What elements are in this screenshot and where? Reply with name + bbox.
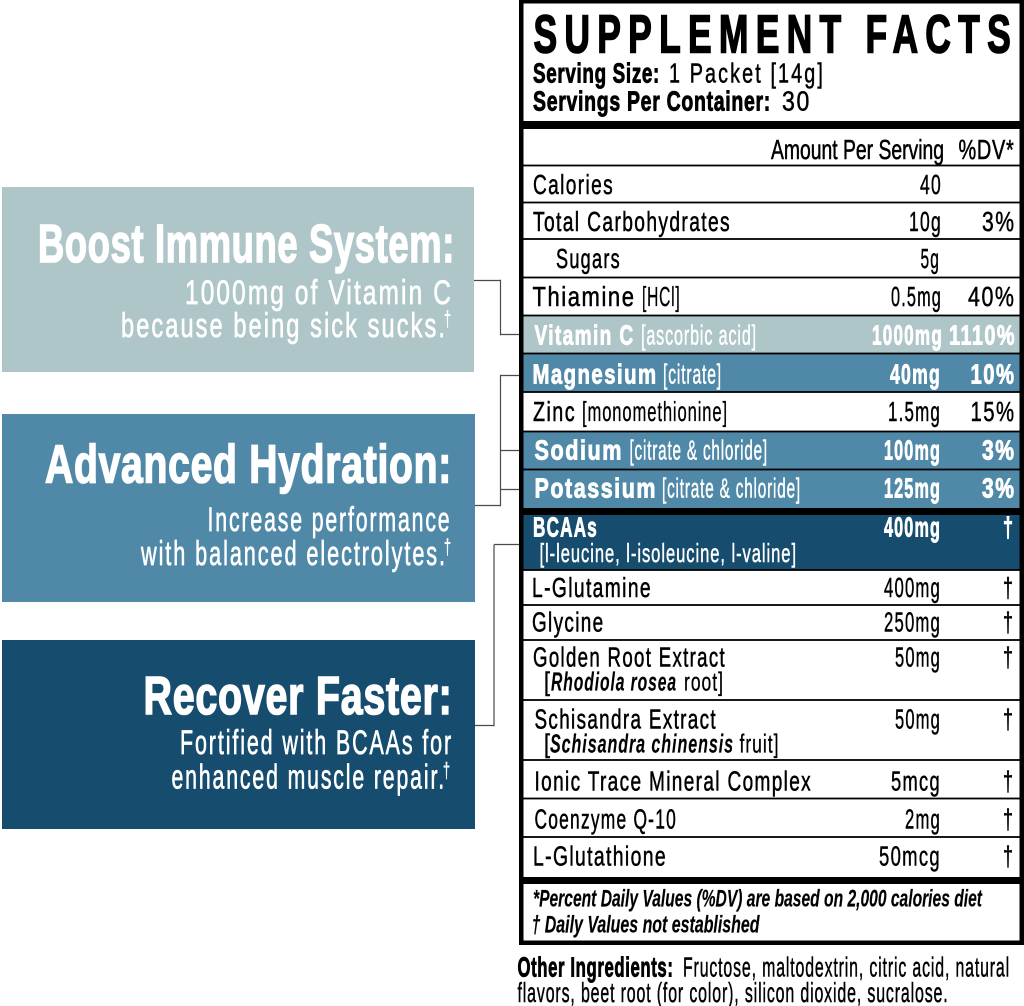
svg-text:†: † — [1003, 607, 1013, 638]
svg-text:100mg: 100mg — [884, 435, 941, 466]
svg-text:1000mg: 1000mg — [872, 320, 943, 351]
svg-text:†: † — [1003, 704, 1013, 735]
svg-text:BCAAs: BCAAs — [533, 512, 598, 543]
svg-text:3%: 3% — [982, 473, 1016, 504]
svg-text:[monomethionine]: [monomethionine] — [582, 396, 728, 427]
svg-text:† Daily Values not established: † Daily Values not established — [532, 912, 761, 939]
svg-text:root]: root] — [684, 667, 724, 697]
svg-text:Schisandra Extract: Schisandra Extract — [535, 704, 718, 735]
svg-text:125mg: 125mg — [884, 473, 941, 504]
svg-text:Schisandra chinensis: Schisandra chinensis — [550, 729, 734, 759]
svg-text:2mg: 2mg — [905, 804, 941, 835]
svg-text:L-Glutathione: L-Glutathione — [533, 841, 667, 872]
svg-text:10%: 10% — [971, 359, 1016, 390]
svg-text:1 Packet [14g]: 1 Packet [14g] — [669, 58, 825, 89]
svg-text:Calories: Calories — [533, 169, 614, 200]
svg-text:[citrate]: [citrate] — [663, 359, 722, 390]
svg-text:[: [ — [544, 667, 551, 697]
svg-text:10g: 10g — [909, 206, 942, 237]
svg-text:Potassium: Potassium — [535, 473, 658, 504]
svg-text:SUPPLEMENT FACTS: SUPPLEMENT FACTS — [534, 5, 1019, 65]
svg-text:[HCl]: [HCl] — [642, 281, 681, 312]
svg-text:Recover Faster:: Recover Faster: — [144, 666, 453, 726]
svg-text:†: † — [1003, 512, 1013, 543]
svg-text:50mg: 50mg — [895, 704, 941, 735]
svg-text:[ascorbic acid]: [ascorbic acid] — [641, 320, 757, 351]
svg-text:Servings Per Container:: Servings Per Container: — [533, 86, 771, 117]
svg-text:0.5mg: 0.5mg — [891, 281, 942, 312]
svg-text:Rhodiola rosea: Rhodiola rosea — [551, 667, 677, 697]
svg-text:with balanced electrolytes.: with balanced electrolytes. — [140, 535, 447, 573]
svg-text:flavors, beet root (for color): flavors, beet root (for color), silicon … — [518, 977, 949, 1006]
svg-text:1.5mg: 1.5mg — [888, 396, 941, 427]
svg-text:40%: 40% — [968, 281, 1016, 312]
svg-text:%DV*: %DV* — [959, 134, 1015, 165]
svg-text:400mg: 400mg — [884, 512, 941, 543]
svg-text:400mg: 400mg — [884, 572, 941, 603]
svg-text:[citrate & chloride]: [citrate & chloride] — [662, 473, 801, 504]
svg-text:5g: 5g — [921, 243, 941, 274]
svg-text:40: 40 — [920, 169, 942, 200]
svg-text:40mg: 40mg — [890, 359, 941, 390]
svg-text:†: † — [1003, 804, 1013, 835]
svg-text:Fructose, maltodextrin, citric: Fructose, maltodextrin, citric acid, nat… — [683, 952, 1010, 983]
svg-text:Ionic Trace Mineral Complex: Ionic Trace Mineral Complex — [535, 766, 813, 797]
svg-text:1000mg of Vitamin C: 1000mg of Vitamin C — [185, 274, 453, 312]
svg-text:Golden Root Extract: Golden Root Extract — [533, 642, 726, 673]
svg-text:Total Carbohydrates: Total Carbohydrates — [533, 206, 731, 237]
svg-text:Increase performance: Increase performance — [208, 501, 452, 539]
svg-text:†: † — [1003, 572, 1013, 603]
svg-text:†: † — [443, 760, 450, 783]
svg-text:†: † — [444, 536, 451, 559]
svg-text:Glycine: Glycine — [532, 607, 605, 638]
svg-text:Magnesium: Magnesium — [533, 359, 658, 390]
svg-text:[l-leucine, l-isoleucine, l-va: [l-leucine, l-isoleucine, l-valine] — [540, 538, 798, 568]
svg-text:Vitamin C: Vitamin C — [535, 320, 635, 351]
svg-text:†: † — [1003, 766, 1013, 797]
svg-text:Zinc: Zinc — [533, 396, 576, 427]
svg-text:3%: 3% — [982, 206, 1016, 237]
svg-text:5mcg: 5mcg — [891, 766, 941, 797]
svg-text:Thiamine: Thiamine — [533, 281, 636, 312]
svg-text:Fortified with BCAAs for: Fortified with BCAAs for — [180, 724, 453, 762]
svg-text:Serving Size:: Serving Size: — [533, 58, 660, 89]
svg-text:Coenzyme Q-10: Coenzyme Q-10 — [535, 804, 678, 835]
svg-text:3%: 3% — [982, 435, 1016, 466]
svg-text:Other Ingredients:: Other Ingredients: — [518, 952, 674, 983]
svg-text:fruit]: fruit] — [740, 729, 780, 759]
svg-text:Amount Per Serving: Amount Per Serving — [771, 134, 944, 165]
svg-text:enhanced muscle repair.: enhanced muscle repair. — [172, 759, 447, 797]
svg-text:Sugars: Sugars — [556, 243, 621, 274]
svg-text:†: † — [1003, 841, 1013, 872]
svg-text:15%: 15% — [971, 396, 1016, 427]
svg-text:Boost Immune System:: Boost Immune System: — [38, 214, 455, 274]
svg-text:[citrate & chloride]: [citrate & chloride] — [630, 435, 769, 466]
svg-text:*Percent Daily Values (%DV) ar: *Percent Daily Values (%DV) are based on… — [533, 886, 983, 913]
svg-text:[: [ — [544, 729, 551, 759]
svg-text:Advanced Hydration:: Advanced Hydration: — [45, 435, 452, 495]
svg-text:†: † — [1003, 642, 1013, 673]
svg-text:1110%: 1110% — [949, 320, 1016, 351]
svg-text:L-Glutamine: L-Glutamine — [532, 572, 652, 603]
svg-text:250mg: 250mg — [884, 607, 941, 638]
svg-text:†: † — [444, 308, 451, 331]
svg-text:because being sick sucks.: because being sick sucks. — [121, 307, 447, 345]
svg-text:50mcg: 50mcg — [879, 841, 941, 872]
svg-text:30: 30 — [782, 86, 811, 117]
svg-text:50mg: 50mg — [895, 642, 941, 673]
svg-text:Sodium: Sodium — [535, 435, 624, 466]
